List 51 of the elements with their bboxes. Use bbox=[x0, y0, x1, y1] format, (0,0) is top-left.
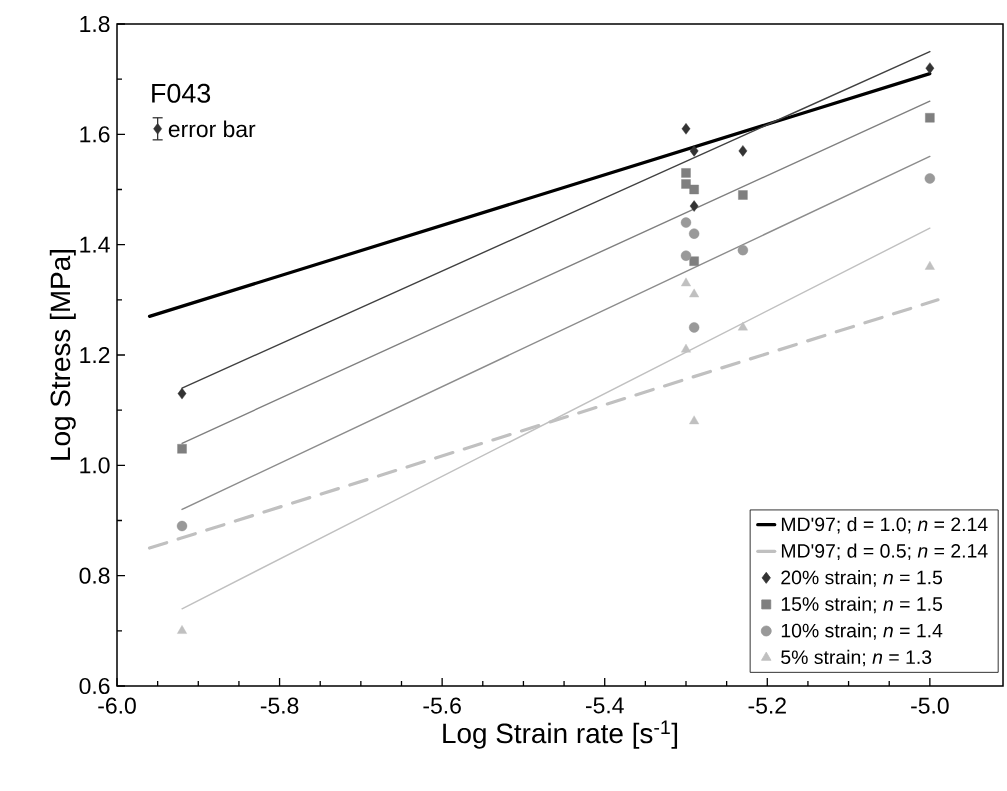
x-tick-label: -5.2 bbox=[748, 697, 786, 714]
point bbox=[689, 256, 699, 266]
annotation: error bar bbox=[168, 120, 256, 138]
point bbox=[153, 123, 162, 135]
x-axis-title: Log Strain rate [s$^{-1}$] bbox=[443, 720, 678, 749]
point bbox=[688, 228, 700, 239]
annotation: F043 bbox=[152, 83, 211, 103]
point bbox=[177, 387, 187, 400]
point bbox=[689, 184, 699, 195]
point bbox=[688, 322, 700, 333]
legend-label: 5% strain; n = 1.3 bbox=[781, 649, 932, 667]
y-tick-label: 1.2 bbox=[80, 346, 110, 363]
x-tick-label: -5.4 bbox=[585, 697, 624, 714]
y-axis-title: Log Stress [MPa] bbox=[49, 250, 76, 460]
point bbox=[925, 62, 935, 74]
point bbox=[737, 321, 748, 331]
x-tick-label: -5.6 bbox=[423, 697, 461, 714]
point bbox=[680, 250, 692, 261]
point bbox=[176, 520, 188, 532]
point bbox=[924, 173, 936, 184]
point bbox=[681, 123, 691, 135]
point bbox=[689, 415, 700, 425]
legend-label: 15% strain; n = 1.5 bbox=[781, 596, 943, 614]
legend-label: 10% strain; n = 1.4 bbox=[781, 623, 943, 640]
y-tick-label: 1.4 bbox=[80, 236, 110, 253]
y-tick-label: 1.0 bbox=[80, 457, 110, 474]
point bbox=[924, 261, 935, 270]
point bbox=[689, 145, 699, 157]
point bbox=[925, 113, 935, 123]
point bbox=[738, 190, 748, 200]
legend-label: MD'97; d = 1.0; n = 2.14 bbox=[781, 516, 988, 534]
point bbox=[681, 179, 691, 189]
y-tick-label: 1.8 bbox=[80, 15, 110, 33]
y-tick-label: 0.8 bbox=[79, 567, 110, 584]
x-tick-label: -5.8 bbox=[260, 697, 299, 714]
point bbox=[681, 343, 691, 353]
point bbox=[681, 277, 691, 287]
point bbox=[689, 288, 700, 298]
y-tick-label: 1.6 bbox=[80, 126, 110, 143]
point bbox=[681, 168, 691, 178]
y-tick-label: 0.6 bbox=[79, 677, 110, 695]
point bbox=[737, 244, 749, 256]
x-tick-label: -6.0 bbox=[98, 697, 136, 714]
point bbox=[177, 444, 187, 454]
legend-label: MD'97; d = 0.5; n = 2.14 bbox=[781, 543, 988, 561]
point bbox=[738, 145, 748, 157]
point bbox=[680, 217, 692, 228]
x-tick-label: -5.0 bbox=[911, 697, 949, 714]
legend-label: 20% strain; n = 1.5 bbox=[781, 570, 943, 587]
point bbox=[689, 200, 699, 212]
point bbox=[177, 625, 187, 634]
